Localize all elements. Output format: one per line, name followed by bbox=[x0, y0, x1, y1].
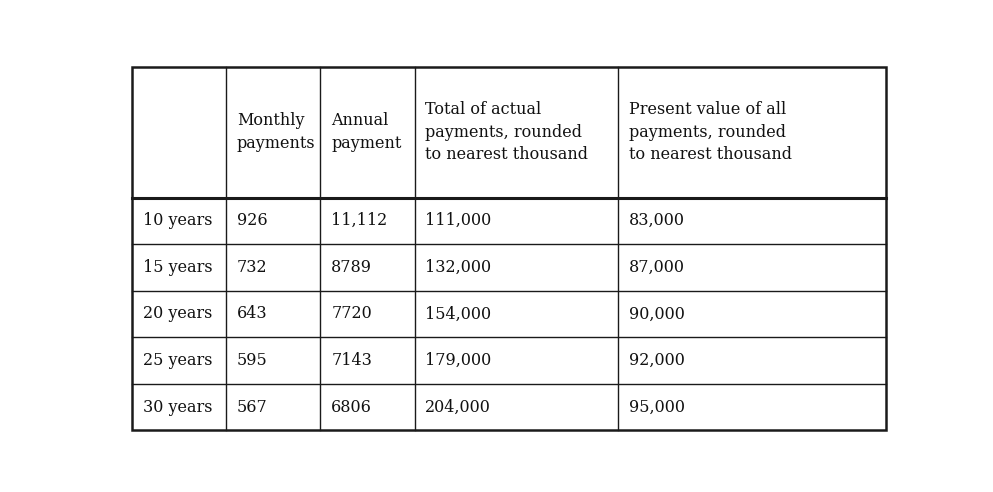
Text: 926: 926 bbox=[237, 213, 267, 229]
Text: 83,000: 83,000 bbox=[629, 213, 685, 229]
Text: 15 years: 15 years bbox=[143, 259, 213, 276]
Text: Monthly
payments: Monthly payments bbox=[237, 113, 316, 152]
Text: 25 years: 25 years bbox=[143, 352, 213, 369]
Text: 92,000: 92,000 bbox=[629, 352, 685, 369]
Text: 732: 732 bbox=[237, 259, 267, 276]
Text: 111,000: 111,000 bbox=[425, 213, 492, 229]
Text: 8789: 8789 bbox=[331, 259, 372, 276]
Text: 95,000: 95,000 bbox=[629, 399, 685, 416]
Text: 567: 567 bbox=[237, 399, 268, 416]
Text: 6806: 6806 bbox=[331, 399, 372, 416]
Text: 11,112: 11,112 bbox=[331, 213, 387, 229]
Text: Annual
payment: Annual payment bbox=[331, 113, 401, 152]
Text: Present value of all
payments, rounded
to nearest thousand: Present value of all payments, rounded t… bbox=[629, 101, 792, 163]
Text: Total of actual
payments, rounded
to nearest thousand: Total of actual payments, rounded to nea… bbox=[425, 101, 589, 163]
Text: 643: 643 bbox=[237, 306, 267, 322]
Text: 7143: 7143 bbox=[331, 352, 372, 369]
Text: 595: 595 bbox=[237, 352, 268, 369]
Text: 87,000: 87,000 bbox=[629, 259, 685, 276]
Text: 204,000: 204,000 bbox=[425, 399, 492, 416]
Text: 90,000: 90,000 bbox=[629, 306, 685, 322]
Text: 154,000: 154,000 bbox=[425, 306, 492, 322]
Text: 10 years: 10 years bbox=[143, 213, 213, 229]
Text: 30 years: 30 years bbox=[143, 399, 213, 416]
Text: 132,000: 132,000 bbox=[425, 259, 492, 276]
Text: 20 years: 20 years bbox=[143, 306, 212, 322]
Text: 7720: 7720 bbox=[331, 306, 372, 322]
Text: 179,000: 179,000 bbox=[425, 352, 492, 369]
